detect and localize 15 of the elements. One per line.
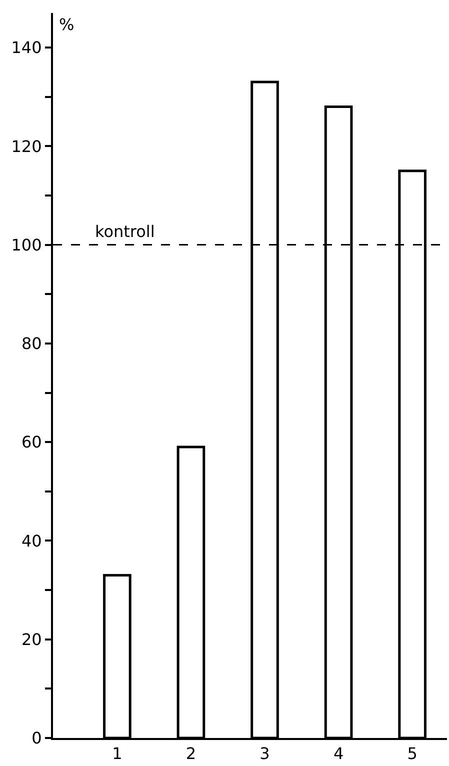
y-tick-label: 140	[11, 38, 42, 58]
ref-line-label: kontroll	[95, 222, 155, 241]
y-tick-label: 40	[21, 531, 42, 550]
y-tick-label: 20	[21, 630, 42, 649]
y-tick-label: 0	[32, 728, 42, 748]
x-tick-label: 4	[333, 744, 344, 764]
y-tick-label: 120	[11, 136, 42, 156]
x-tick-label: 3	[260, 744, 270, 764]
y-axis-title: %	[59, 15, 74, 34]
x-tick-label: 1	[112, 744, 122, 764]
x-tick-label: 2	[186, 744, 196, 764]
y-tick-label: 80	[21, 334, 42, 354]
x-tick-label: 5	[407, 744, 418, 764]
y-tick-label: 60	[21, 432, 42, 452]
y-tick-label: 100	[11, 235, 42, 254]
